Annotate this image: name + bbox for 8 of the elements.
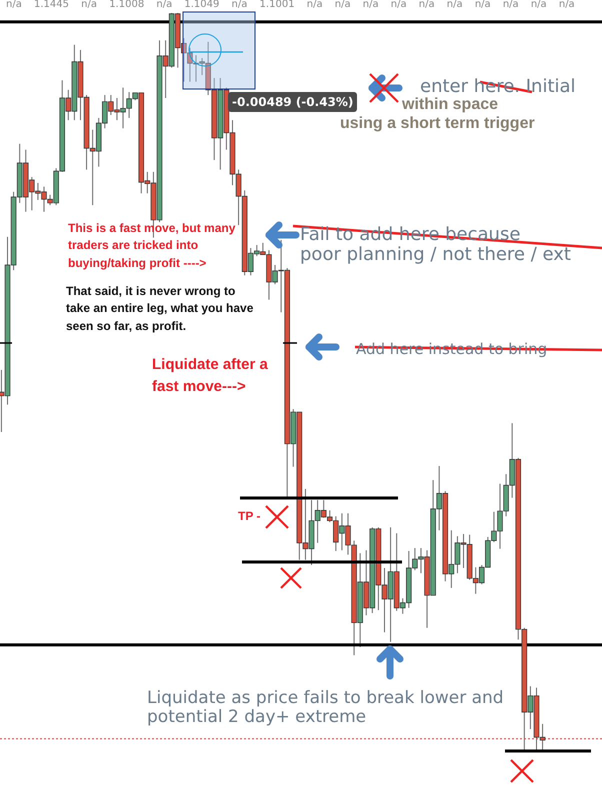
annotation: -0.00489 (-0.43%) bbox=[228, 92, 358, 112]
annotation: using a short term trigger bbox=[340, 115, 535, 133]
annotation: That said, it is never wrong to take an entire leg, what you have seen so far, as profit. bbox=[66, 283, 254, 335]
annotation: Liquidate as price fails to break lower and potential 2 day+ extreme bbox=[147, 688, 505, 727]
annotation: poor planning / not there / ext bbox=[300, 244, 571, 265]
annotation: within space bbox=[402, 96, 498, 114]
annotation: Liquidate after a fast move---> bbox=[152, 355, 269, 397]
annotation: TP - bbox=[238, 509, 260, 523]
